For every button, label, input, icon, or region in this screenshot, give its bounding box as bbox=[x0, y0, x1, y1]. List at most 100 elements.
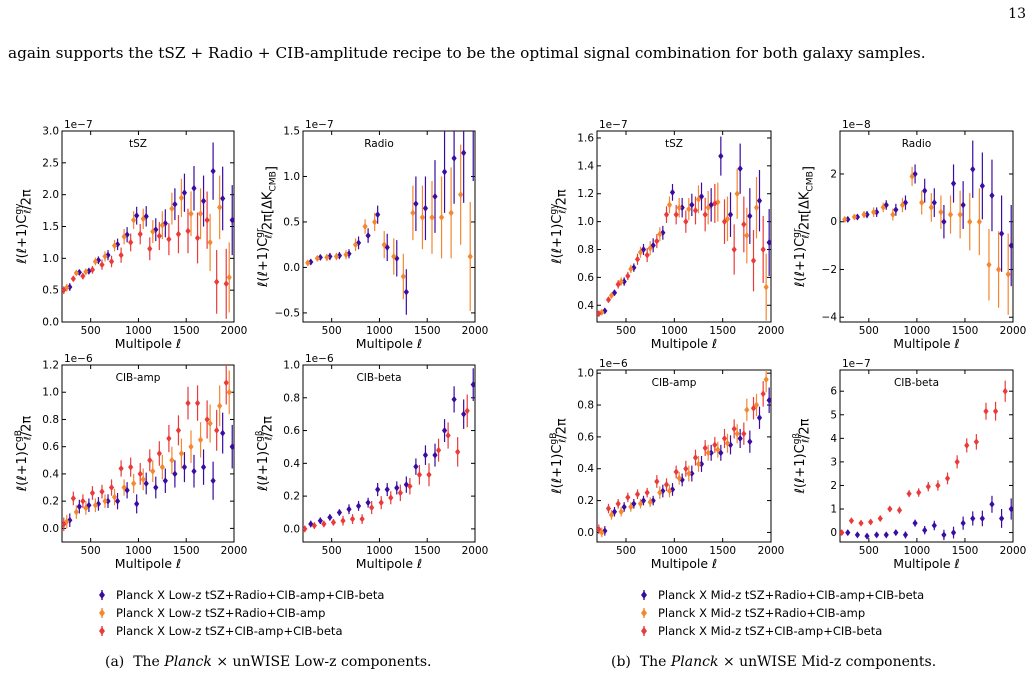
data-point-all bbox=[737, 434, 743, 442]
plot-frame bbox=[61, 364, 235, 543]
y-tick-label: 0.0 bbox=[283, 262, 300, 274]
data-point-all bbox=[153, 484, 159, 492]
x-tick-label: 1500 bbox=[709, 325, 736, 337]
data-point-no_radio bbox=[175, 230, 182, 238]
y-tick-label: 3 bbox=[830, 456, 837, 468]
data-point-no_beta bbox=[705, 204, 711, 212]
y-tick-label: 2.0 bbox=[42, 189, 59, 201]
data-point-no_radio bbox=[597, 525, 602, 533]
data-point-no_radio bbox=[944, 474, 951, 482]
data-layer bbox=[597, 136, 771, 321]
data-point-all bbox=[355, 502, 362, 510]
data-point-no_beta bbox=[324, 253, 330, 261]
data-point-no_beta bbox=[217, 203, 223, 211]
caption-label: (a) bbox=[105, 654, 125, 670]
plot-frame bbox=[596, 130, 772, 323]
y-tick-label: 3.0 bbox=[42, 126, 59, 138]
legend-entry-all: Planck X Mid-z tSZ+Radio+CIB-amp+CIB-bet… bbox=[630, 586, 924, 604]
chart-low-cibamp: 500 1000 1500 2000 0.0 0.2 0.4 0.6 0.8 1.0 1.2 1e−6… bbox=[14, 353, 248, 571]
x-tick-label: 1500 bbox=[709, 545, 736, 557]
data-point-all bbox=[854, 531, 861, 539]
data-point-no_radio bbox=[378, 499, 384, 507]
data-point-no_beta bbox=[753, 204, 760, 212]
data-point-no_beta bbox=[686, 470, 692, 478]
axis-exponent: 1e−7 bbox=[842, 358, 871, 370]
x-tick-label: 1000 bbox=[661, 545, 688, 557]
x-tick-label: 2000 bbox=[758, 545, 785, 557]
data-point-no_beta bbox=[458, 191, 464, 199]
y-tick-label: 1.0 bbox=[42, 387, 59, 399]
data-point-no_beta bbox=[140, 215, 146, 223]
data-point-all bbox=[912, 519, 918, 527]
data-point-no_beta bbox=[686, 205, 692, 213]
data-point-no_radio bbox=[175, 426, 182, 434]
data-point-no_radio bbox=[750, 257, 757, 265]
data-point-all bbox=[327, 253, 333, 261]
data-point-no_radio bbox=[731, 246, 737, 254]
panel-title: tSZ bbox=[129, 138, 147, 150]
y-tick-label: 0.8 bbox=[577, 244, 594, 256]
data-point-no_radio bbox=[954, 458, 960, 466]
data-point-no_radio bbox=[128, 463, 134, 471]
data-point-no_beta bbox=[333, 253, 340, 261]
data-point-all bbox=[375, 211, 381, 219]
legend-mid-z: Planck X Mid-z tSZ+Radio+CIB-amp+CIB-bet… bbox=[630, 586, 924, 640]
data-point-no_radio bbox=[663, 211, 670, 219]
legend-label-no-beta: Planck X Mid-z tSZ+Radio+CIB-amp bbox=[658, 606, 866, 620]
x-tick-label: 500 bbox=[616, 545, 636, 557]
data-point-no_radio bbox=[840, 529, 845, 537]
caption-pre: The bbox=[639, 654, 667, 670]
data-point-no_radio bbox=[741, 430, 747, 438]
x-tick-label: 2000 bbox=[462, 325, 489, 337]
data-point-no_beta bbox=[362, 223, 368, 230]
page-number: 13 bbox=[1008, 6, 1026, 22]
data-point-all bbox=[970, 514, 976, 522]
data-point-no_radio bbox=[118, 251, 124, 259]
data-point-no_beta bbox=[753, 401, 760, 409]
data-point-no_beta bbox=[102, 252, 108, 260]
data-point-no_radio bbox=[214, 426, 220, 434]
axis-exponent: 1e−7 bbox=[305, 119, 334, 131]
data-layer bbox=[303, 368, 475, 533]
data-point-no_beta bbox=[438, 213, 445, 221]
data-point-all bbox=[650, 497, 656, 505]
x-tick-label: 1000 bbox=[125, 325, 152, 337]
data-point-all bbox=[394, 484, 400, 492]
data-point-no_beta bbox=[197, 436, 204, 444]
y-tick-label: 6 bbox=[830, 386, 837, 398]
data-point-no_beta bbox=[695, 460, 702, 468]
data-point-no_radio bbox=[185, 399, 191, 407]
y-tick-label: 0.6 bbox=[42, 441, 59, 453]
data-point-no_beta bbox=[947, 211, 954, 219]
x-tick-label: 2000 bbox=[1000, 325, 1027, 337]
data-point-no_radio bbox=[654, 477, 660, 485]
data-point-no_radio bbox=[204, 415, 210, 423]
data-point-no_radio bbox=[445, 431, 451, 439]
data-point-no_radio bbox=[760, 390, 766, 398]
data-point-no_beta bbox=[73, 508, 79, 516]
x-tick-label: 500 bbox=[81, 325, 101, 337]
data-point-no_radio bbox=[223, 379, 229, 387]
plot-frame bbox=[596, 369, 772, 543]
x-axis-label: Multipole ℓ bbox=[115, 556, 181, 571]
data-point-no_radio bbox=[615, 280, 621, 288]
data-point-all bbox=[220, 194, 226, 202]
x-tick-label: 1500 bbox=[414, 545, 441, 557]
data-point-all bbox=[640, 497, 647, 505]
data-point-all bbox=[471, 123, 476, 130]
data-point-all bbox=[317, 253, 323, 261]
data-point-all bbox=[422, 451, 429, 459]
x-tick-label: 500 bbox=[616, 325, 636, 337]
data-point-no_radio bbox=[223, 280, 229, 288]
x-axis-label: Multipole ℓ bbox=[893, 336, 959, 351]
y-tick-label: 0.6 bbox=[577, 272, 594, 284]
data-point-no_beta bbox=[724, 439, 731, 447]
data-point-no_radio bbox=[654, 237, 660, 245]
data-point-no_radio bbox=[185, 227, 191, 235]
legend-marker-all bbox=[641, 590, 647, 600]
data-point-all bbox=[989, 500, 995, 508]
data-point-no_radio bbox=[877, 514, 883, 522]
data-point-all bbox=[902, 531, 909, 539]
data-point-no_beta bbox=[131, 216, 137, 224]
y-tick-label: −2 bbox=[822, 264, 837, 276]
